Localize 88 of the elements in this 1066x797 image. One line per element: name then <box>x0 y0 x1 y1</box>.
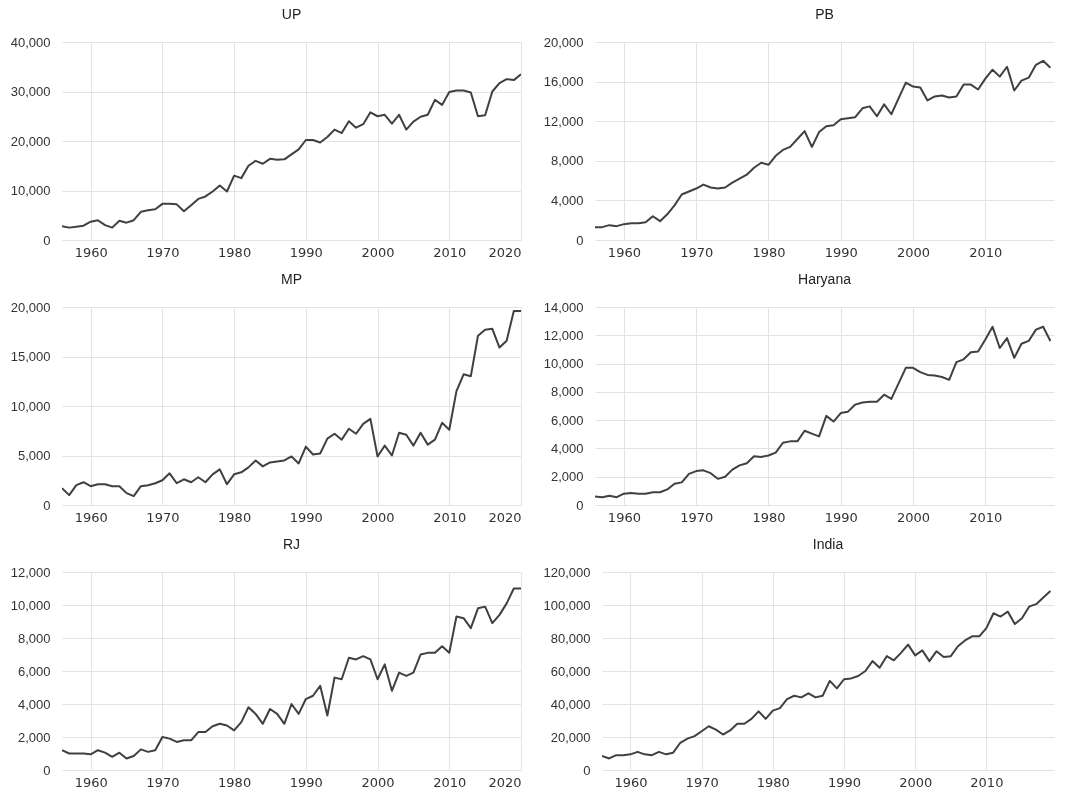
x-tick-label: 1980 <box>752 244 786 260</box>
x-tick-label: 2010 <box>969 509 1003 525</box>
x-tick-label: 1970 <box>146 244 180 260</box>
y-tick-label: 10,000 <box>10 398 51 414</box>
y-tick-label: 16,000 <box>543 74 584 90</box>
y-tick-label: 60,000 <box>550 663 591 679</box>
line-series <box>62 73 521 229</box>
x-tick-label: 2020 <box>488 774 522 790</box>
y-tick-label: 2,000 <box>550 469 584 485</box>
y-tick-label: 20,000 <box>543 34 584 50</box>
x-tick-label: 2000 <box>899 774 933 790</box>
x-tick-label: 1960 <box>74 509 108 525</box>
y-tick-label: 4,000 <box>17 696 51 712</box>
x-tick-label: 2010 <box>433 244 467 260</box>
y-tick-label: 40,000 <box>550 696 591 712</box>
y-tick-label: 100,000 <box>543 597 591 613</box>
y-tick-label: 0 <box>43 232 51 248</box>
y-tick-label: 120,000 <box>543 564 591 580</box>
y-tick-label: 12,000 <box>10 564 51 580</box>
y-tick-label: 8,000 <box>550 384 584 400</box>
x-tick-label: 2010 <box>969 244 1003 260</box>
y-tick-label: 12,000 <box>543 327 584 343</box>
x-tick-label: 1970 <box>685 774 719 790</box>
y-tick-label: 8,000 <box>550 153 584 169</box>
chart-title: India <box>812 536 844 552</box>
y-tick-label: 6,000 <box>550 412 584 428</box>
x-tick-label: 2000 <box>897 509 931 525</box>
y-tick-label: 6,000 <box>17 663 51 679</box>
x-tick-label: 1990 <box>289 774 323 790</box>
line-series <box>595 59 1052 229</box>
x-tick-label: 1970 <box>146 774 180 790</box>
chart-title: UP <box>281 6 302 22</box>
y-tick-label: 30,000 <box>10 84 51 99</box>
y-tick-label: 4,000 <box>550 192 584 208</box>
y-tick-label: 15,000 <box>10 349 51 364</box>
y-tick-label: 10,000 <box>10 183 51 198</box>
y-tick-label: 20,000 <box>10 133 51 149</box>
x-tick-label: 2020 <box>488 244 522 260</box>
y-tick-label: 40,000 <box>10 34 51 50</box>
y-tick-label: 20,000 <box>550 729 591 745</box>
x-tick-label: 2010 <box>433 774 467 790</box>
x-tick-label: 2000 <box>361 244 395 260</box>
y-tick-label: 5,000 <box>17 448 51 463</box>
y-tick-label: 0 <box>576 497 584 513</box>
x-tick-label: 2000 <box>361 774 395 790</box>
x-tick-label: 1990 <box>824 244 858 260</box>
x-tick-label: 1990 <box>289 244 323 260</box>
x-tick-label: 1970 <box>680 244 714 260</box>
y-tick-label: 12,000 <box>543 113 584 129</box>
y-tick-label: 10,000 <box>543 356 584 372</box>
x-tick-label: 1970 <box>680 509 714 525</box>
y-tick-label: 4,000 <box>550 440 584 456</box>
x-tick-label: 2010 <box>433 509 467 525</box>
y-tick-label: 0 <box>43 497 51 513</box>
line-series <box>602 589 1052 760</box>
chart-title: MP <box>281 271 302 287</box>
x-tick-label: 1980 <box>752 509 786 525</box>
y-tick-label: 14,000 <box>543 299 584 315</box>
chart-title: Haryana <box>798 271 852 287</box>
x-tick-label: 1990 <box>827 774 862 790</box>
x-tick-label: 2020 <box>488 509 522 525</box>
y-tick-label: 80,000 <box>550 630 591 646</box>
y-tick-label: 10,000 <box>10 597 51 613</box>
x-tick-label: 1960 <box>614 774 648 790</box>
line-series <box>62 587 521 760</box>
x-tick-label: 1960 <box>74 244 108 260</box>
x-tick-label: 2000 <box>897 244 931 260</box>
x-tick-label: 1990 <box>289 509 323 525</box>
x-tick-label: 2000 <box>361 509 395 525</box>
y-tick-label: 0 <box>583 762 591 778</box>
x-tick-label: 1960 <box>607 509 641 525</box>
y-tick-label: 0 <box>576 232 584 248</box>
x-tick-label: 1980 <box>218 509 252 525</box>
y-tick-label: 20,000 <box>10 299 51 315</box>
x-tick-label: 2010 <box>970 774 1004 790</box>
x-tick-label: 1980 <box>218 774 252 790</box>
y-tick-label: 8,000 <box>17 630 51 646</box>
x-tick-label: 1990 <box>824 509 858 525</box>
y-tick-label: 2,000 <box>17 729 51 745</box>
y-tick-label: 0 <box>43 762 51 778</box>
x-tick-label: 1960 <box>607 244 641 260</box>
chart-title: RJ <box>282 536 301 552</box>
x-tick-label: 1970 <box>146 509 180 525</box>
x-tick-label: 1980 <box>756 774 790 790</box>
chart-title: PB <box>815 6 834 22</box>
x-tick-label: 1980 <box>218 244 252 260</box>
x-tick-label: 1960 <box>74 774 108 790</box>
line-series <box>595 325 1052 499</box>
